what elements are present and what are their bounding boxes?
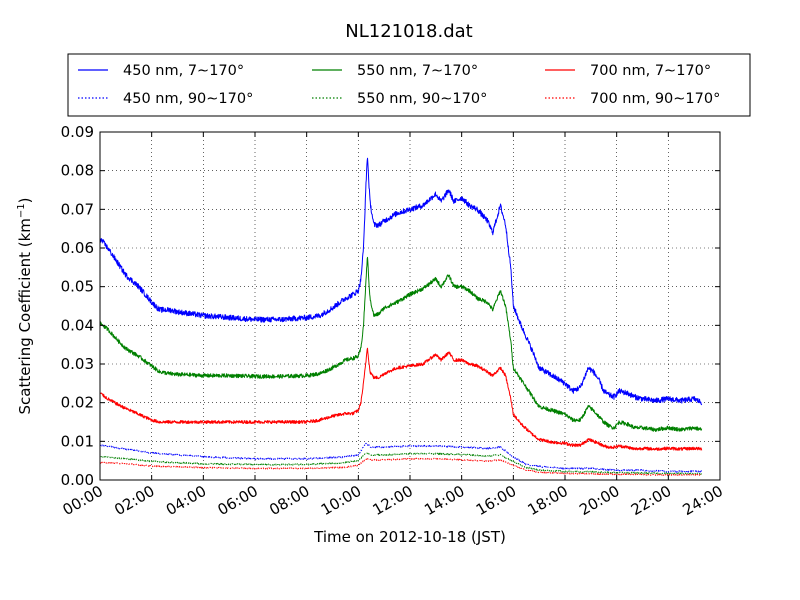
- series-line-4: [99, 452, 703, 475]
- plot-background: [100, 132, 720, 480]
- legend: 450 nm, 7∼170° 550 nm, 7∼170° 700 nm, 7∼17…: [67, 53, 751, 117]
- y-tick-label: 0.02: [61, 394, 94, 412]
- series-lines: [99, 157, 703, 477]
- series-line-3: [99, 442, 703, 473]
- y-tick-label: 0.03: [61, 355, 94, 373]
- x-axis-label: Time on 2012-10-18 (JST): [313, 528, 506, 546]
- y-axis-label-main: Scattering Coefficient (km: [16, 218, 34, 414]
- y-tick-label: 0.07: [61, 200, 94, 218]
- legend-label: 700 nm, 90∼170°: [590, 91, 720, 107]
- chart-title: NL121018.dat: [345, 21, 472, 42]
- y-tick-label: 0.01: [61, 432, 94, 450]
- grid: [100, 132, 720, 480]
- legend-label: 700 nm, 7∼170°: [590, 63, 711, 79]
- series-line-1: [99, 256, 703, 432]
- legend-frame: [67, 53, 751, 117]
- y-tick-label: 0.00: [61, 471, 94, 489]
- legend-label: 450 nm, 90∼170°: [123, 91, 253, 107]
- y-tick-label: 0.09: [61, 123, 94, 141]
- legend-label: 550 nm, 7∼170°: [357, 63, 478, 79]
- series-line-2: [99, 347, 703, 451]
- y-tick-label: 0.08: [61, 162, 94, 180]
- y-tick-label: 0.04: [61, 316, 94, 334]
- series-line-0: [99, 157, 703, 406]
- legend-label: 450 nm, 7∼170°: [123, 63, 244, 79]
- y-axis-label-close: ): [16, 197, 34, 203]
- plot-area: 00:00 02:00 04:00 06:00 08:00 10:00 12:00 14:00…: [60, 123, 726, 519]
- y-axis-label: Scattering Coefficient (km−1): [16, 197, 34, 414]
- y-tick-label: 0.05: [61, 278, 94, 296]
- y-axis-label-exponent: −1: [16, 203, 27, 218]
- y-tick-label: 0.06: [61, 239, 94, 257]
- legend-label: 550 nm, 90∼170°: [357, 91, 487, 107]
